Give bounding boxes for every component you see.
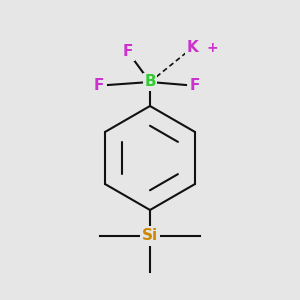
Text: K: K (186, 40, 198, 56)
Text: +: + (206, 41, 218, 55)
Text: B: B (144, 74, 156, 89)
Text: Si: Si (142, 229, 158, 244)
Text: F: F (123, 44, 133, 59)
Text: F: F (190, 77, 200, 92)
Text: F: F (94, 77, 104, 92)
